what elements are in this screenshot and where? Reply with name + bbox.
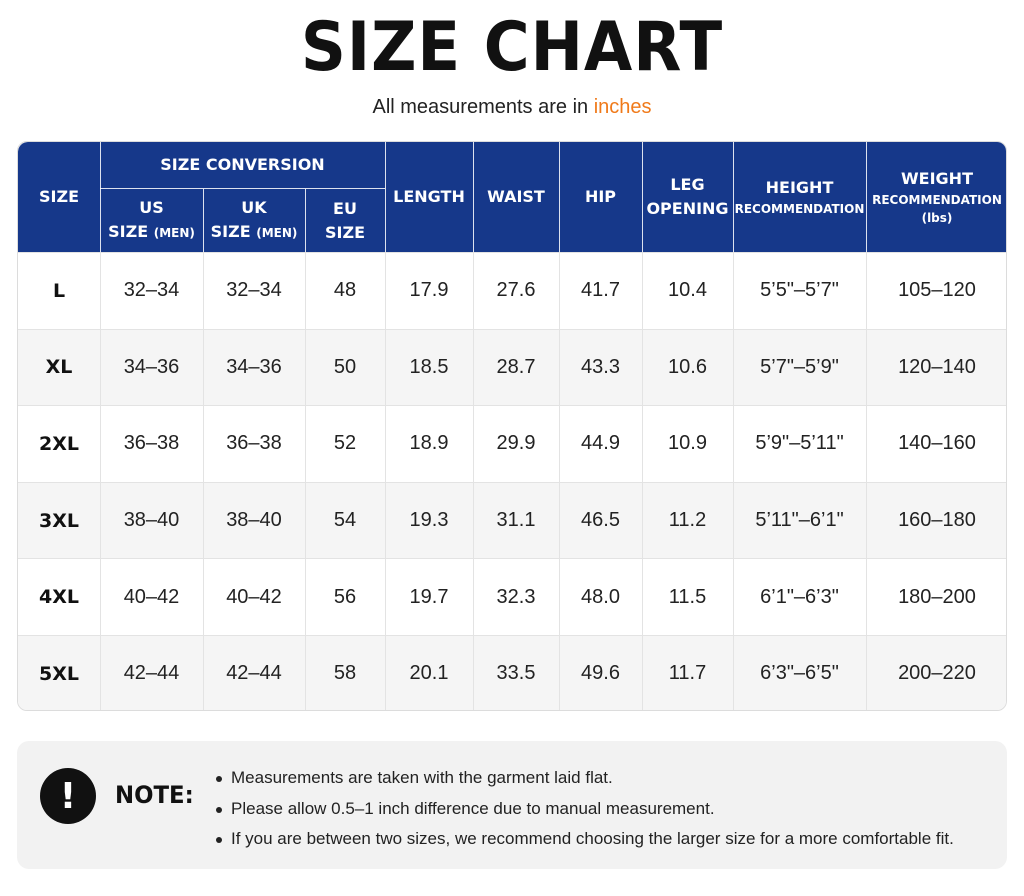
cell-weight: 180–200 [898, 585, 976, 608]
cell-size: L [52, 279, 66, 302]
header-size: SIZE [38, 187, 79, 206]
cell-us-size: 40–42 [123, 585, 180, 608]
exclamation-icon: ! [40, 768, 96, 824]
cell-waist: 28.7 [496, 355, 536, 378]
table-row: 5XL 42–44 42–44 58 20.1 33.5 49.6 11.7 6’3"–6’5"… [18, 635, 1006, 710]
header-size-conversion: SIZE CONVERSION [160, 155, 325, 174]
cell-height: 5’11"–6’1" [755, 509, 844, 532]
cell-size: 3XL [39, 509, 79, 532]
cell-length: 17.9 [409, 279, 449, 302]
cell-leg-opening: 10.6 [668, 355, 707, 378]
table-row: 2XL 36–38 36–38 52 18.9 29.9 44.9 10.9 5’9"–5’11… [18, 405, 1006, 482]
cell-leg-opening: 11.2 [668, 509, 707, 532]
cell-eu-size: 52 [333, 432, 357, 455]
cell-uk-size: 36–38 [226, 432, 282, 455]
cell-us-size: 36–38 [123, 432, 180, 455]
page-title: SIZE CHART [300, 8, 724, 87]
cell-eu-size: 50 [333, 355, 357, 378]
cell-hip: 48.0 [581, 585, 620, 608]
cell-hip: 44.9 [581, 432, 620, 455]
cell-waist: 27.6 [496, 279, 536, 302]
cell-weight: 140–160 [898, 432, 976, 455]
cell-length: 18.9 [409, 432, 449, 455]
cell-height: 5’7"–5’9" [760, 355, 839, 378]
cell-uk-size: 34–36 [226, 355, 282, 378]
cell-length: 19.3 [409, 509, 449, 532]
cell-hip: 43.3 [581, 355, 620, 378]
header-height: HEIGHT RECOMMENDATION [734, 178, 865, 216]
cell-uk-size: 42–44 [226, 662, 282, 685]
table-row: L 32–34 32–34 48 17.9 27.6 41.7 10.4 5’5"–5’7" 10… [18, 252, 1006, 329]
note-label: NOTE: [115, 781, 194, 809]
cell-us-size: 32–34 [123, 279, 180, 302]
note-item: Please allow 0.5–1 inch difference due t… [215, 794, 995, 825]
cell-height: 6’3"–6’5" [760, 662, 839, 685]
cell-waist: 31.1 [496, 509, 536, 532]
header-leg-opening: LEG OPENING [646, 175, 729, 218]
table-row: XL 34–36 34–36 50 18.5 28.7 43.3 10.6 5’7"–5’9" 1… [18, 328, 1006, 406]
header-length: LENGTH [393, 187, 465, 206]
header-uk-size: UK SIZE (MEN) [210, 198, 298, 241]
cell-leg-opening: 11.7 [668, 662, 707, 685]
cell-us-size: 34–36 [123, 355, 180, 378]
size-table: SIZE SIZE CONVERSION US SIZE (MEN) UK SI… [17, 141, 1007, 711]
note-item: Measurements are taken with the garment … [215, 763, 995, 794]
cell-us-size: 42–44 [123, 662, 180, 685]
cell-weight: 160–180 [898, 509, 976, 532]
cell-length: 20.1 [409, 662, 449, 685]
cell-waist: 32.3 [496, 585, 536, 608]
note-list: Measurements are taken with the garment … [215, 763, 995, 855]
cell-height: 5’5"–5’7" [760, 279, 839, 302]
cell-weight: 105–120 [898, 279, 976, 302]
subtitle-accent: inches [593, 96, 652, 118]
header-hip: HIP [584, 187, 617, 206]
cell-weight: 120–140 [898, 355, 976, 378]
cell-height: 5’9"–5’11" [755, 432, 844, 455]
cell-uk-size: 40–42 [226, 585, 282, 608]
cell-size: 2XL [39, 432, 79, 455]
cell-size: XL [45, 356, 73, 379]
note-box: ! NOTE: Measurements are taken with the … [17, 741, 1007, 869]
header-waist: WAIST [487, 187, 545, 206]
cell-weight: 200–220 [898, 662, 976, 685]
cell-size: 4XL [39, 586, 79, 609]
cell-uk-size: 32–34 [226, 279, 282, 302]
table-header: SIZE SIZE CONVERSION US SIZE (MEN) UK SI… [18, 142, 1006, 252]
header-eu-size: EU SIZE [324, 198, 365, 242]
cell-uk-size: 38–40 [226, 509, 282, 532]
page-subtitle: All measurements are in inches [0, 94, 1024, 120]
header-us-size: US SIZE (MEN) [108, 198, 195, 241]
cell-hip: 46.5 [581, 509, 620, 532]
cell-leg-opening: 10.4 [668, 279, 707, 302]
header-weight: WEIGHT RECOMMENDATION (lbs) [872, 169, 1002, 225]
cell-eu-size: 48 [333, 279, 357, 302]
cell-size: 5XL [39, 662, 79, 685]
cell-us-size: 38–40 [123, 509, 180, 532]
cell-eu-size: 58 [333, 662, 357, 685]
cell-eu-size: 54 [333, 509, 357, 532]
table-row: 3XL 38–40 38–40 54 19.3 31.1 46.5 11.2 5’11"–6’1… [18, 481, 1006, 559]
cell-leg-opening: 10.9 [668, 432, 707, 455]
note-item: If you are between two sizes, we recomme… [215, 824, 995, 855]
cell-height: 6’1"–6’3" [760, 585, 839, 608]
cell-waist: 33.5 [496, 662, 536, 685]
cell-hip: 49.6 [581, 662, 620, 685]
cell-eu-size: 56 [333, 585, 357, 608]
cell-hip: 41.7 [581, 279, 620, 302]
cell-length: 19.7 [409, 585, 449, 608]
subtitle-text: All measurements are in [372, 96, 594, 118]
cell-waist: 29.9 [496, 432, 536, 455]
cell-leg-opening: 11.5 [668, 585, 707, 608]
cell-length: 18.5 [409, 355, 449, 378]
table-row: 4XL 40–42 40–42 56 19.7 32.3 48.0 11.5 6’1"–6’3"… [18, 558, 1006, 635]
